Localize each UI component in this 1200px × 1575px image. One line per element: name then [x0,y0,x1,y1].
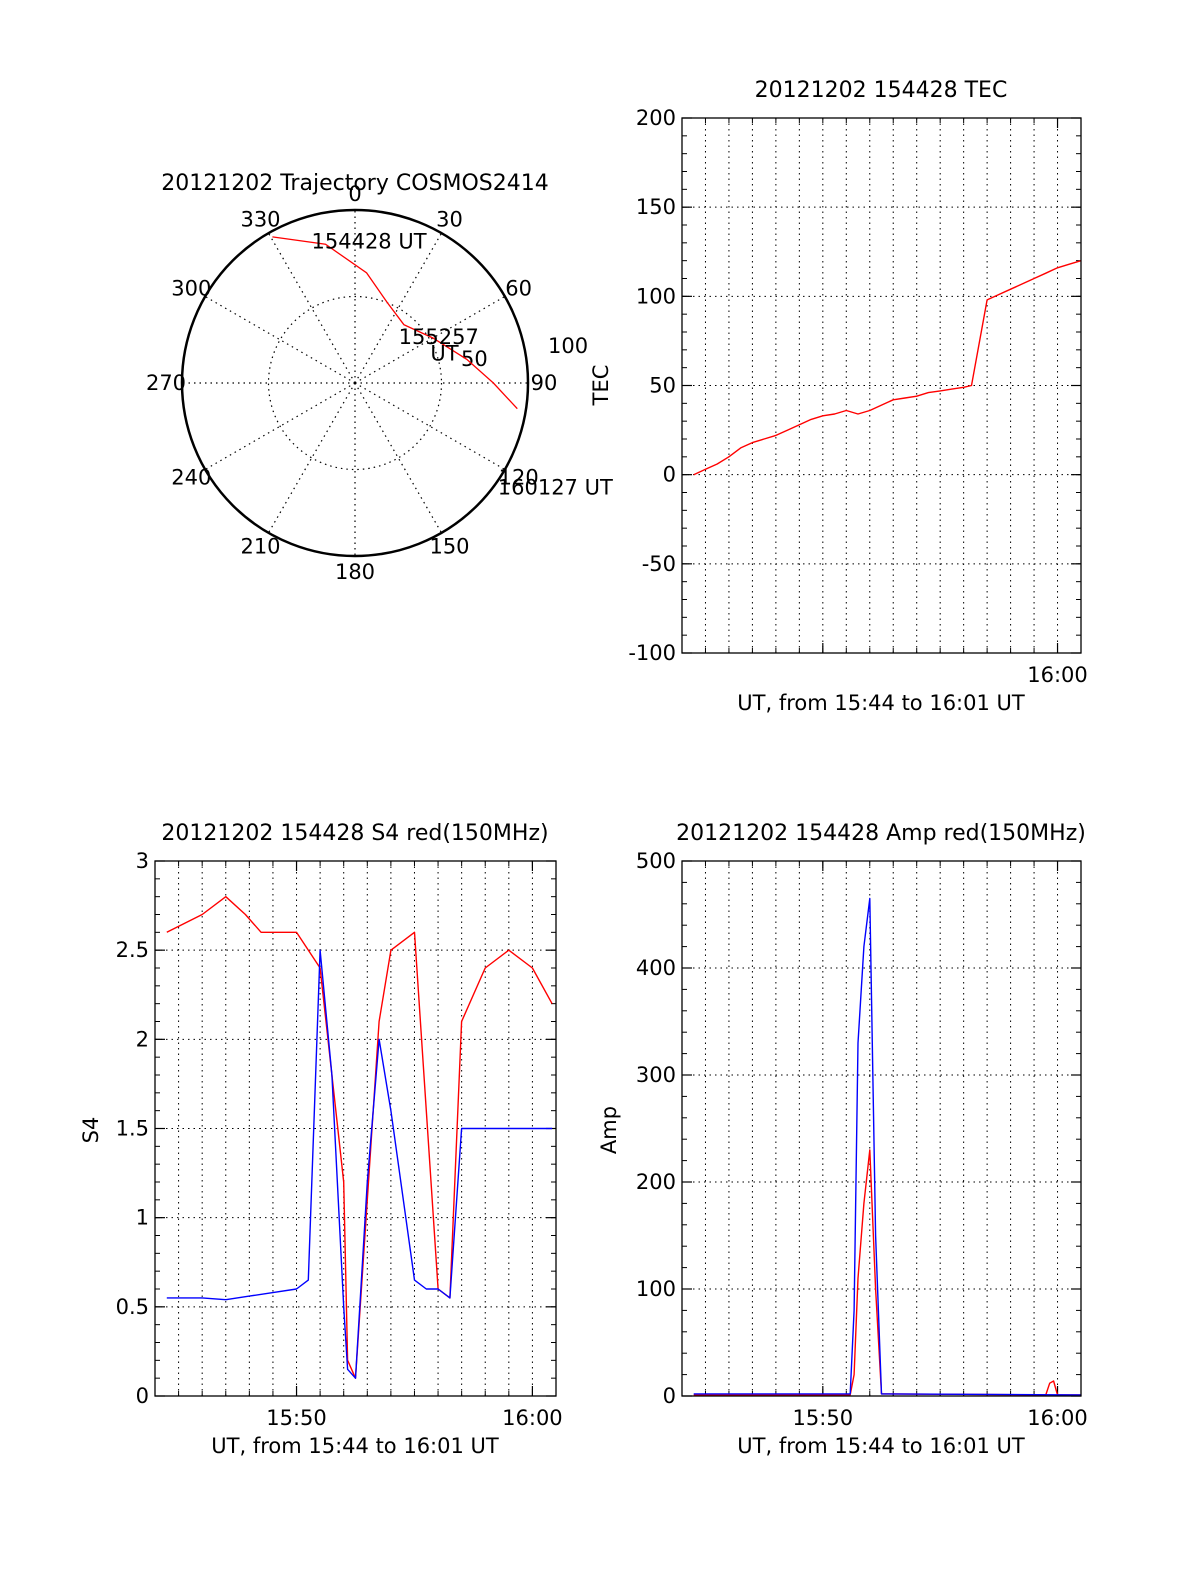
polar-angle-label-150: 150 [429,535,469,559]
polar-grid [182,210,528,556]
trajectory-title: 20121202 Trajectory COSMOS2414 [161,171,548,196]
trajectory-point-label-155257: 155257 [399,325,479,349]
tec-title: 20121202 154428 TEC [755,78,1008,103]
amp-xtick-label-16-00: 16:00 [1027,1406,1088,1430]
tec-ytick-label-50: -50 [642,552,676,576]
trajectory-point-label-154428-UT: 154428 UT [312,230,427,254]
polar-spoke-300 [204,295,356,384]
tec-xlabel: UT, from 15:44 to 16:01 UT [737,691,1025,715]
amp-chart: 20121202 154428 Amp red(150MHz) 0 100 200 3… [597,821,1088,1458]
tec-series-1-line [693,260,1082,476]
polar-angle-label-0: 0 [348,182,361,206]
s4-series-2-line [166,949,553,1379]
tec-ytick-label-100: -100 [628,641,676,665]
amp-ylabel: Amp [597,1106,621,1154]
s4-ytick-label-0: 0 [136,1384,149,1408]
s4-ylabel: S4 [79,1117,103,1144]
s4-ytick-label-0-5: 0.5 [116,1295,149,1319]
polar-angle-label-60: 60 [505,277,532,301]
s4-chart: 20121202 154428 S4 red(150MHz) 0 0.5 1 1.5 2… [79,821,563,1458]
polar-angle-labels: 0 30 60 90 120 150 180 210 240 270 300 330 [146,182,557,584]
polar-outer-circle [180,208,530,558]
amp-ytick-label-200: 200 [636,1170,676,1194]
amp-series-2-line [693,897,1082,1396]
s4-xtick-label-15-50: 15:50 [266,1406,327,1430]
s4-xtick-label-16-00: 16:00 [502,1406,563,1430]
tec-xtick-label-16-00: 16:00 [1027,663,1088,687]
s4-ytick-label-3: 3 [136,849,149,873]
polar-spoke-60 [354,295,506,384]
tec-ytick-label-0: 0 [663,463,676,487]
tec-ytick-label-100: 100 [636,284,676,308]
trajectory-point-label-UT: UT [430,342,458,366]
polar-spoke-330 [267,232,356,384]
polar-angle-label-240: 240 [171,466,211,490]
tec-ytick-label-150: 150 [636,195,676,219]
tec-ylabel: TEC [589,365,613,407]
s4-plot-frame [154,860,557,1397]
s4-ytick-label-1-5: 1.5 [116,1117,149,1141]
polar-angle-label-300: 300 [171,277,211,301]
s4-title: 20121202 154428 S4 red(150MHz) [161,821,548,846]
polar-angle-label-210: 210 [240,535,280,559]
amp-xtick-label-15-50: 15:50 [793,1406,854,1430]
amp-ytick-label-100: 100 [636,1277,676,1301]
trajectory-point-label-160127-UT: 160127 UT [498,476,613,500]
amp-ytick-label-0: 0 [663,1384,676,1408]
polar-radius-label-100: 100 [548,334,588,358]
polar-angle-label-330: 330 [240,207,280,231]
polar-angle-label-270: 270 [146,371,186,395]
polar-spoke-30 [354,232,443,384]
amp-ytick-label-300: 300 [636,1063,676,1087]
amp-title: 20121202 154428 Amp red(150MHz) [676,821,1086,846]
s4-ytick-label-2: 2 [136,1027,149,1051]
polar-spoke-240 [204,382,356,471]
s4-xlabel: UT, from 15:44 to 16:01 UT [211,1434,499,1458]
s4-ytick-label-2-5: 2.5 [116,938,149,962]
tec-plot-frame [681,117,1082,654]
amp-ytick-label-400: 400 [636,956,676,980]
polar-spoke-120 [354,382,506,471]
s4-ytick-label-1: 1 [136,1206,149,1230]
polar-angle-label-90: 90 [531,371,558,395]
tec-ytick-label-200: 200 [636,106,676,130]
tec-ytick-label-50: 50 [649,374,676,398]
polar-angle-label-120: 120 [499,466,539,490]
amp-series-1-line [693,1149,1081,1396]
polar-spoke-150 [354,382,443,534]
polar-angle-label-180: 180 [335,560,375,584]
polar-angle-label-30: 30 [436,207,463,231]
trajectory-track [272,236,518,410]
amp-plot-frame [681,860,1082,1397]
polar-spoke-210 [267,382,356,534]
trajectory-chart: 20121202 Trajectory COSMOS2414 0 30 60 90 12… [146,171,613,584]
tec-chart: 20121202 154428 TEC -100 -50 0 50 100 150 200 1… [589,78,1088,715]
polar-inner-circle [267,295,443,471]
amp-ytick-label-500: 500 [636,849,676,873]
amp-xlabel: UT, from 15:44 to 16:01 UT [737,1434,1025,1458]
